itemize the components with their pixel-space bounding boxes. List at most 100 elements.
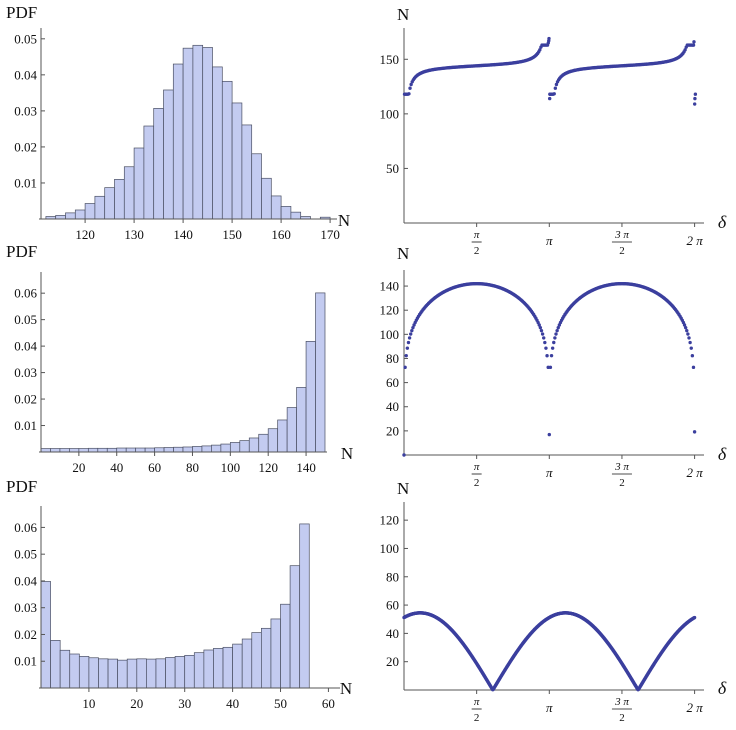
- histogram-bar: [270, 618, 281, 689]
- x-tick-label: π2: [471, 696, 482, 724]
- data-point: [547, 36, 551, 41]
- data-point: [687, 336, 691, 340]
- x-tick-denominator: 2: [619, 712, 625, 724]
- x-tick-label: 40: [226, 696, 239, 711]
- data-point: [690, 353, 695, 358]
- histogram-bar: [212, 66, 223, 220]
- histogram-bar: [280, 206, 292, 220]
- y-tick-label: 120: [380, 513, 400, 528]
- data-point: [544, 346, 548, 350]
- histogram-bar: [133, 147, 145, 220]
- histogram-bar: [289, 565, 301, 689]
- data-point: [539, 328, 544, 333]
- histogram-bar: [184, 654, 195, 689]
- x-tick-label: 100: [221, 460, 241, 475]
- histogram-bar: [248, 437, 260, 453]
- histogram-bar: [261, 177, 272, 220]
- data-point: [555, 328, 559, 333]
- y-tick-label: 0.04: [14, 339, 37, 354]
- data-point: [408, 86, 412, 90]
- data-point: [556, 325, 560, 330]
- data-point: [691, 365, 696, 370]
- data-point: [692, 430, 697, 434]
- x-axis-label: N: [338, 211, 350, 230]
- x-tick-label: 2 π: [686, 465, 703, 480]
- x-tick-label: 140: [173, 227, 193, 242]
- histogram-bar: [172, 63, 184, 220]
- data-point: [689, 346, 693, 350]
- data-point: [549, 353, 554, 358]
- histogram-bar: [165, 657, 176, 689]
- histogram-bar: [50, 448, 61, 453]
- x-tick-numerator: π: [474, 696, 480, 708]
- histogram-bar: [97, 447, 108, 453]
- data-point: [404, 353, 408, 358]
- histogram-bar: [192, 446, 203, 453]
- histogram-bar: [192, 44, 204, 220]
- x-tick-denominator: 2: [619, 477, 625, 489]
- data-point: [685, 328, 689, 333]
- x-tick-label: 170: [320, 227, 340, 242]
- x-tick-label: 30: [178, 696, 191, 711]
- histogram-bar: [258, 433, 269, 453]
- data-point: [409, 332, 413, 336]
- y-tick-label: 120: [380, 303, 400, 318]
- histogram-bar: [241, 124, 253, 220]
- x-tick-label: 3 π2: [611, 696, 632, 724]
- y-tick-label: 80: [386, 569, 399, 584]
- data-point: [405, 346, 410, 350]
- y-tick-label: 100: [380, 106, 400, 121]
- x-tick-numerator: 3 π: [614, 461, 629, 473]
- histogram-bar: [136, 658, 147, 689]
- data-point: [538, 325, 543, 330]
- x-tick-label: π: [546, 233, 553, 248]
- y-tick-label: 40: [386, 399, 399, 414]
- y-tick-label: 0.03: [14, 365, 37, 380]
- histogram-bar: [78, 656, 90, 689]
- histogram-bar: [222, 646, 233, 689]
- y-tick-label: 80: [386, 351, 399, 366]
- x-tick-label: 3 π2: [611, 461, 632, 489]
- histogram-bar: [182, 446, 193, 453]
- histogram-bar: [193, 652, 205, 689]
- histogram-bar: [163, 89, 174, 220]
- data-point: [693, 92, 698, 96]
- data-point: [693, 96, 697, 101]
- data-point: [548, 92, 552, 96]
- histogram-bar: [277, 419, 288, 453]
- histogram-bar: [135, 447, 146, 453]
- x-axis-label: δ: [718, 444, 727, 464]
- x-tick-label: 80: [186, 460, 199, 475]
- histogram-bar: [88, 657, 99, 689]
- x-axis-label: δ: [718, 678, 727, 698]
- histogram-bar: [174, 656, 186, 689]
- histogram-bar: [107, 658, 118, 689]
- histogram-bar: [239, 440, 250, 453]
- x-tick-label: π2: [471, 229, 482, 257]
- histogram-bar: [305, 341, 316, 453]
- histogram-bar: [211, 444, 222, 453]
- x-tick-label: 2 π: [686, 233, 703, 248]
- histogram-bar: [267, 428, 279, 453]
- hist-2: PDF N 0.01 0.02 0.03 0.04 0.05 0.06 20 40 60 80 100 1…: [6, 242, 353, 475]
- y-tick-label: 0.05: [14, 31, 37, 46]
- x-tick-denominator: 2: [474, 712, 480, 724]
- histogram-bar: [153, 108, 164, 220]
- y-tick-label: 0.01: [14, 654, 37, 669]
- histogram-bar: [296, 387, 307, 453]
- histogram-bar: [146, 658, 157, 689]
- y-tick-label: 0.01: [14, 418, 37, 433]
- histogram-bar: [201, 445, 212, 453]
- histogram-bar: [123, 166, 135, 220]
- data-point: [683, 48, 687, 52]
- data-point: [542, 336, 546, 340]
- x-tick-label: 120: [258, 460, 278, 475]
- y-tick-label: 150: [380, 52, 400, 67]
- x-axis-label: N: [341, 444, 353, 463]
- histogram-bar: [261, 627, 272, 689]
- x-tick-label: π2: [471, 461, 482, 489]
- histogram-bar: [117, 659, 128, 689]
